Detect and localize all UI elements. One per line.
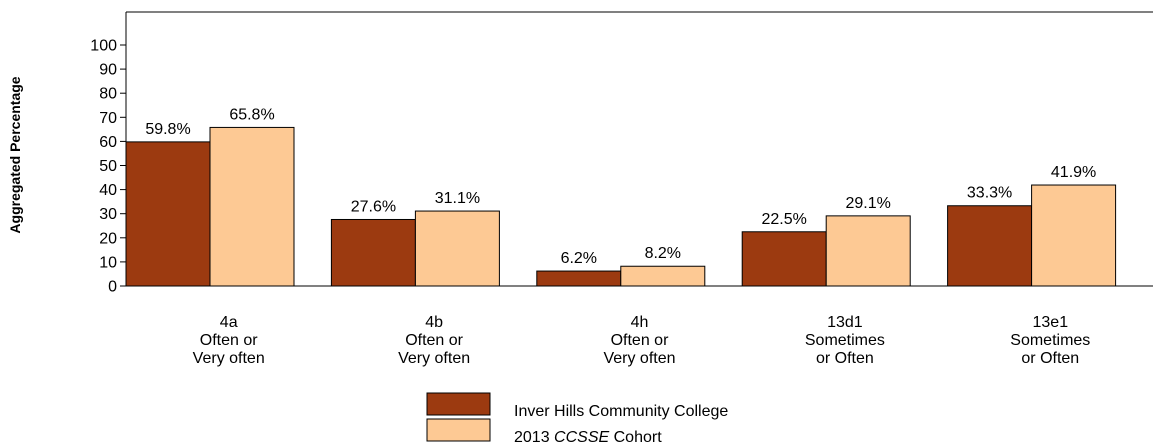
y-tick-label: 90 xyxy=(99,62,117,79)
y-tick-label: 50 xyxy=(99,158,117,175)
category-label: Often or xyxy=(200,332,258,349)
category-label: 4h xyxy=(631,314,649,331)
category-label: 4a xyxy=(220,314,238,331)
data-label: 29.1% xyxy=(846,195,891,212)
y-tick-label: 0 xyxy=(108,279,117,296)
data-label: 8.2% xyxy=(645,245,681,262)
data-label: 59.8% xyxy=(145,121,190,138)
y-tick-label: 40 xyxy=(99,182,117,199)
axes: 0 10 20 30 40 50 60 70 80 90 100 xyxy=(90,11,1153,296)
category-label: 13d1 xyxy=(827,314,863,331)
data-label: 27.6% xyxy=(351,198,396,215)
category-label: Sometimes xyxy=(805,332,885,349)
bar-series-1-cat-4 xyxy=(1031,184,1117,287)
legend-swatch-cohort xyxy=(426,418,491,442)
category-label: Very often xyxy=(603,350,675,367)
category-label: or Often xyxy=(816,350,874,367)
legend-label-inver-hills: Inver Hills Community College xyxy=(514,403,728,420)
bars xyxy=(125,126,1117,287)
data-label: 33.3% xyxy=(967,185,1012,202)
legend-label-cohort-italic: CCSSE xyxy=(554,429,609,444)
legend-label-cohort-suffix: Cohort xyxy=(614,429,663,444)
y-tick-label: 100 xyxy=(90,38,117,55)
category-label: or Often xyxy=(1021,350,1079,367)
category-label: 4b xyxy=(425,314,443,331)
data-label: 65.8% xyxy=(229,106,274,123)
data-labels: 59.8% 65.8% 27.6% 31.1% 6.2% 8.2% 22.5% 29.1% 33… xyxy=(145,106,1096,267)
bar-series-1-cat-1 xyxy=(414,210,500,287)
data-label: 6.2% xyxy=(561,250,597,267)
y-tick-label: 60 xyxy=(99,134,117,151)
y-tick-label: 20 xyxy=(99,230,117,247)
data-label: 31.1% xyxy=(435,190,480,207)
category-label: 13e1 xyxy=(1033,314,1069,331)
y-tick-label: 30 xyxy=(99,206,117,223)
bar-series-1-cat-2 xyxy=(620,265,706,287)
category-label: Very often xyxy=(398,350,470,367)
category-label: Sometimes xyxy=(1010,332,1090,349)
bar-series-0-cat-1 xyxy=(330,218,416,287)
data-label: 22.5% xyxy=(762,211,807,228)
legend-swatch-inver-hills xyxy=(426,392,491,416)
category-label: Often or xyxy=(405,332,463,349)
legend: Inver Hills Community College 2013 CCSSE… xyxy=(426,392,728,444)
y-axis-label: Aggregated Percentage xyxy=(7,76,23,233)
legend-label-cohort-prefix: 2013 xyxy=(514,429,550,444)
y-tick-label: 10 xyxy=(99,254,117,271)
bar-series-0-cat-4 xyxy=(947,205,1033,287)
y-tick-label: 80 xyxy=(99,86,117,103)
data-label: 41.9% xyxy=(1051,164,1096,181)
category-label: Very often xyxy=(193,350,265,367)
bar-series-1-cat-3 xyxy=(825,215,911,287)
category-label: Often or xyxy=(611,332,669,349)
bar-series-0-cat-3 xyxy=(741,231,827,287)
y-tick-label: 70 xyxy=(99,110,117,127)
legend-label-cohort: 2013 CCSSE Cohort xyxy=(514,429,662,444)
bar-series-1-cat-0 xyxy=(209,126,295,287)
bar-series-0-cat-0 xyxy=(125,141,211,287)
bar-series-0-cat-2 xyxy=(536,270,622,287)
